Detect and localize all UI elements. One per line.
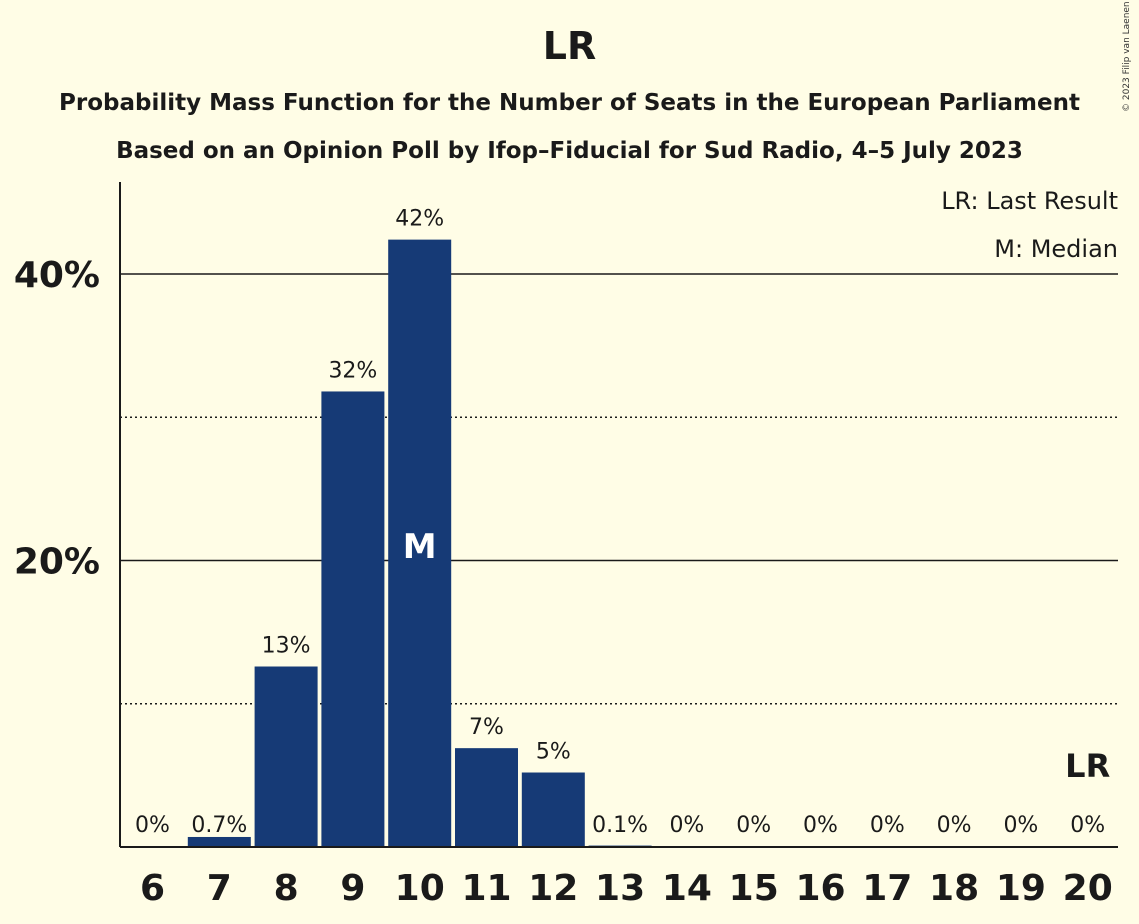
- data-label: 0%: [803, 813, 838, 838]
- data-label: 5%: [536, 740, 571, 765]
- x-tick-label: 10: [395, 868, 445, 909]
- bars: [187, 239, 652, 847]
- data-label: 0.1%: [592, 813, 648, 838]
- median-marker: M: [403, 527, 437, 567]
- x-tick-label: 14: [662, 868, 712, 909]
- bar-11: [455, 748, 518, 847]
- chart-title: LR: [542, 24, 597, 68]
- legend-median: M: Median: [994, 235, 1118, 263]
- data-label: 32%: [328, 358, 377, 383]
- data-label: 42%: [395, 207, 444, 232]
- data-label: 0%: [1070, 813, 1105, 838]
- chart-source: Based on an Opinion Poll by Ifop–Fiducia…: [116, 138, 1023, 164]
- bar-10: [388, 239, 452, 847]
- axes: [119, 182, 1118, 848]
- bar-7: [187, 836, 251, 847]
- x-tick-label: 6: [140, 868, 165, 909]
- data-label: 0%: [937, 813, 972, 838]
- x-tick-label: 7: [207, 868, 232, 909]
- y-tick-label: 40%: [14, 255, 100, 296]
- x-tick-label: 17: [862, 868, 912, 909]
- data-label: 0%: [1003, 813, 1038, 838]
- last-result-marker: LR: [1065, 747, 1110, 785]
- x-tick-label: 18: [929, 868, 979, 909]
- x-tick-label: 16: [795, 868, 845, 909]
- bar-8: [254, 666, 318, 847]
- chart-subtitle: Probability Mass Function for the Number…: [59, 90, 1080, 116]
- x-tick-label: 19: [996, 868, 1046, 909]
- x-tick-label: 13: [595, 868, 645, 909]
- x-tick-label: 12: [528, 868, 578, 909]
- x-tick-label: 9: [340, 868, 365, 909]
- data-label: 13%: [262, 634, 311, 659]
- data-label: 0.7%: [191, 813, 247, 838]
- data-label: 0%: [870, 813, 905, 838]
- data-label: 0%: [736, 813, 771, 838]
- y-tick-label: 20%: [14, 542, 100, 583]
- data-label: 7%: [469, 715, 504, 740]
- bar-9: [321, 391, 385, 847]
- bar-12: [521, 772, 585, 847]
- x-tick-label: 11: [461, 868, 511, 909]
- data-label: 0%: [669, 813, 704, 838]
- data-label: 0%: [135, 813, 170, 838]
- labels: 20% 40% 0% 6 0.7% 7 13% 8 32% 9 42% 10 7% 11 5% 12 0.1% 1…: [14, 207, 1113, 909]
- legend-last-result: LR: Last Result: [941, 187, 1118, 215]
- x-tick-label: 8: [274, 868, 299, 909]
- x-tick-label: 15: [729, 868, 779, 909]
- x-tick-label: 20: [1063, 868, 1113, 909]
